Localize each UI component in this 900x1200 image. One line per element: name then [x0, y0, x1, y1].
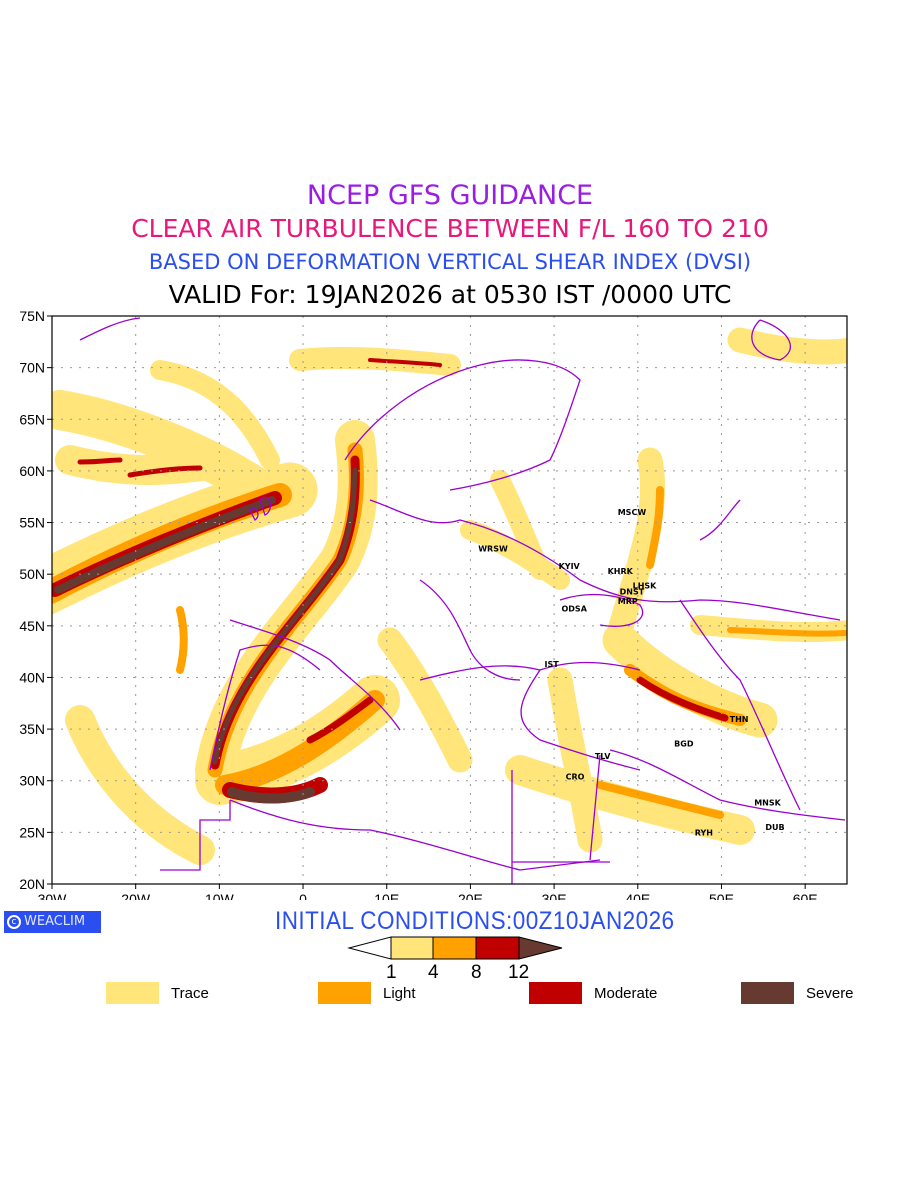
colorbar-label-4: 4 [428, 962, 439, 983]
x-tick-label: 50E [709, 891, 734, 900]
title-product: CLEAR AIR TURBULENCE BETWEEN F/L 160 TO … [131, 214, 769, 243]
country-borders [79, 317, 846, 884]
city-label: LHSK [633, 582, 658, 591]
colorbar-light [432, 936, 477, 960]
y-tick-label: 35N [19, 721, 45, 737]
city-label: DUB [765, 823, 784, 832]
map-frame [51, 315, 848, 885]
city-label: MRP [618, 597, 638, 606]
initial-conditions: INITIAL CONDITIONS:00Z10JAN2026 [275, 907, 675, 935]
city-label: BGD [674, 740, 694, 749]
colorbar-trace [390, 936, 434, 960]
city-label: IST [544, 660, 559, 669]
x-tick-label: 10W [205, 891, 235, 900]
city-label: TLV [595, 752, 611, 761]
legend-moderate: Moderate [529, 982, 657, 1004]
legend-swatch [741, 982, 794, 1004]
city-label: THN [730, 715, 749, 724]
city-label: KHRK [608, 567, 634, 576]
colorbar-label-12: 12 [508, 962, 530, 983]
y-tick-label: 50N [19, 566, 45, 582]
city-label: RYH [695, 828, 713, 837]
colorbar-label-8: 8 [471, 962, 482, 983]
title-guidance: NCEP GFS GUIDANCE [306, 180, 594, 211]
legend-severe: Severe [741, 982, 854, 1004]
legend-trace: Trace [106, 982, 209, 1004]
legend-swatch [529, 982, 582, 1004]
y-tick-label: 40N [19, 669, 45, 685]
x-tick-label: 30E [542, 891, 567, 900]
legend-label: Trace [171, 984, 209, 1002]
turbulence-severe-areas [54, 467, 358, 804]
colorbar [347, 936, 563, 960]
y-tick-label: 70N [19, 360, 45, 376]
y-tick-label: 75N [19, 308, 45, 324]
legend-swatch [106, 982, 159, 1004]
y-tick-label: 45N [19, 618, 45, 634]
colorbar-below-1 [347, 936, 392, 960]
y-tick-label: 25N [19, 824, 45, 840]
title-method: BASED ON DEFORMATION VERTICAL SHEAR INDE… [148, 250, 752, 274]
logo-text: WEACLIM [24, 914, 86, 929]
y-tick-label: 55N [19, 515, 45, 531]
title-valid-time: VALID For: 19JAN2026 at 0530 IST /0000 U… [168, 280, 732, 309]
x-tick-label: 10E [374, 891, 399, 900]
legend-light: Light [318, 982, 416, 1004]
city-label: CRO [566, 773, 585, 782]
y-tick-label: 20N [19, 876, 45, 892]
legend-label: Severe [806, 984, 854, 1002]
y-tick-label: 60N [19, 463, 45, 479]
legend-swatch [318, 982, 371, 1004]
colorbar-label-1: 1 [386, 962, 397, 983]
legend-label: Light [383, 984, 416, 1002]
city-label: WRSW [478, 544, 508, 553]
axis-ticks: 30W 20W 10W 0 10E 20E 30E 40E 50E 60E 20N 25N 30N 35N… [19, 308, 817, 900]
x-tick-label: 30W [38, 891, 68, 900]
weaclim-logo: c WEACLIM [4, 911, 101, 933]
colorbar-severe [518, 936, 563, 960]
x-tick-label: 0 [299, 891, 307, 900]
y-tick-label: 30N [19, 773, 45, 789]
colorbar-moderate [475, 936, 520, 960]
legend-label: Moderate [594, 984, 658, 1002]
city-label: ODSA [561, 604, 587, 613]
x-tick-label: 40E [625, 891, 650, 900]
x-tick-label: 20W [121, 891, 151, 900]
city-label: MNSK [754, 798, 781, 807]
city-label: DNST [620, 588, 645, 597]
x-tick-label: 60E [793, 891, 818, 900]
city-label: KYIV [559, 562, 581, 571]
copyright-icon: c [7, 915, 21, 929]
city-label: MSCW [618, 508, 647, 517]
x-tick-label: 20E [458, 891, 483, 900]
y-tick-label: 65N [19, 411, 45, 427]
